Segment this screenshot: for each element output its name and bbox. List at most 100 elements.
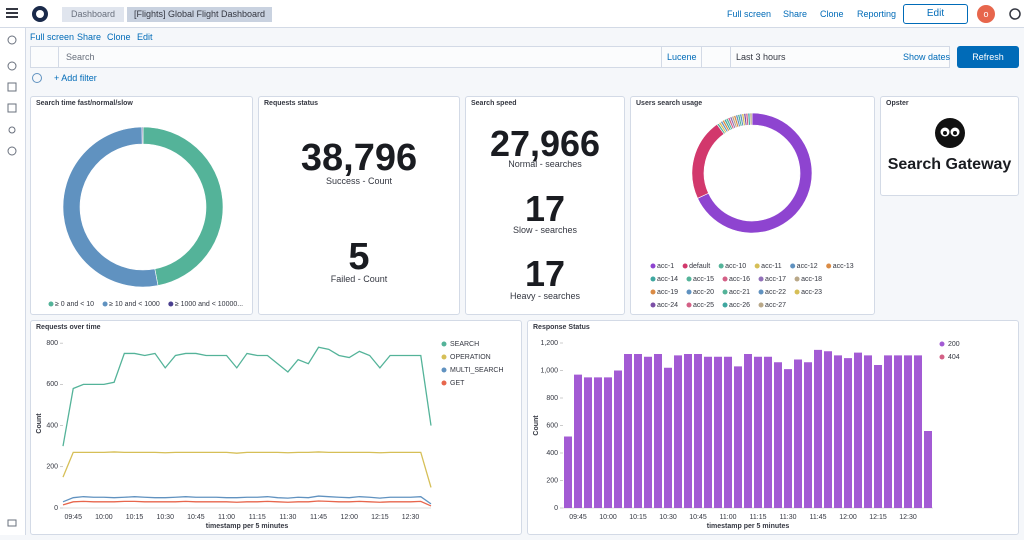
metric-label: Normal - searches <box>508 159 582 169</box>
pie-slice <box>62 126 159 288</box>
show-dates[interactable]: Show dates <box>903 52 951 62</box>
legend-swatch <box>48 301 54 307</box>
bar <box>774 362 782 508</box>
legend-label: acc-23 <box>801 289 822 296</box>
pie-slice <box>142 126 224 286</box>
search-input[interactable]: Search <box>66 52 95 62</box>
legend-swatch <box>794 289 800 295</box>
breadcrumb[interactable]: [Flights] Global Flight Dashboard <box>127 7 272 22</box>
panel-title: Opster <box>886 100 909 107</box>
saved-query[interactable] <box>31 47 59 67</box>
top-link[interactable]: Full screen <box>727 9 772 19</box>
date-picker-icon[interactable] <box>701 47 731 67</box>
legend-swatch <box>441 380 447 386</box>
avatar[interactable]: o <box>977 5 995 23</box>
top-link[interactable]: Share <box>783 9 808 19</box>
pie-slice <box>691 123 725 199</box>
y-axis-label: Count <box>533 415 540 436</box>
legend-swatch <box>441 354 447 360</box>
bar <box>784 369 792 508</box>
metric-value: 38,796 <box>300 137 418 179</box>
legend-swatch <box>441 341 447 347</box>
legend-label: acc-27 <box>765 302 786 309</box>
legend-label: ≥ 10 and < 1000 <box>109 301 160 308</box>
line-series <box>62 495 432 505</box>
x-tick-label: 11:30 <box>780 514 797 521</box>
y-tick-label: 1,000 <box>540 367 558 374</box>
y-tick-label: 600 <box>546 422 558 429</box>
line-chart: 0 200 400 600 800 09:45 10:00 10:15 10:30 10:45 11… <box>36 340 504 530</box>
legend-label: default <box>689 263 710 270</box>
x-tick-label: 10:30 <box>659 514 677 521</box>
edit-label: Edit <box>926 8 945 19</box>
bar <box>634 354 642 508</box>
pie-slice <box>749 112 753 126</box>
language-toggle[interactable]: Lucene <box>661 47 699 67</box>
toolbar-link[interactable]: Clone <box>107 32 131 42</box>
help-icon[interactable] <box>1009 8 1021 20</box>
top-link[interactable]: Clone <box>820 9 844 19</box>
legend-swatch <box>939 354 945 360</box>
legend-label: SEARCH <box>450 341 479 348</box>
metric-label: Success - Count <box>325 176 393 186</box>
legend-label: acc-20 <box>693 289 714 296</box>
language: Lucene <box>667 52 697 62</box>
legend-label: acc-11 <box>761 263 782 270</box>
logo[interactable] <box>31 5 49 23</box>
top-bar: Dashboard [Flights] Global Flight Dashbo… <box>0 0 1024 28</box>
opster-text: Search Gateway <box>887 156 1012 173</box>
top-link[interactable]: Reporting <box>857 9 897 19</box>
x-tick-label: 11:30 <box>279 514 296 521</box>
legend-label: acc-25 <box>693 302 714 309</box>
legend-label: ≥ 1000 and < 10000... <box>175 301 243 308</box>
x-tick-label: 11:00 <box>720 514 737 521</box>
legend-label: 404 <box>948 354 960 361</box>
edit-button[interactable]: Edit <box>903 4 968 24</box>
metric-value: 17 <box>524 188 566 229</box>
panel: Search speed 27,966 Normal - searches 17… <box>465 96 625 315</box>
refresh-button[interactable]: Refresh <box>957 46 1019 68</box>
legend-swatch <box>758 276 764 282</box>
x-tick-label: 12:15 <box>869 514 887 521</box>
bar <box>564 436 572 508</box>
line-series <box>62 346 432 447</box>
x-axis-label: timestamp per 5 minutes <box>206 523 289 530</box>
toolbar-link[interactable]: Edit <box>137 32 153 42</box>
legend-label: GET <box>450 380 465 387</box>
panel: Opster Search Gateway <box>880 96 1019 196</box>
legend-swatch <box>758 302 764 308</box>
bar <box>874 365 882 508</box>
donut-chart: acc-1 default acc-10 acc-11 acc-12 acc-13 acc-… <box>650 112 854 309</box>
bar <box>754 356 762 508</box>
x-tick-label: 12:00 <box>839 514 857 521</box>
x-tick-label: 10:00 <box>599 514 617 521</box>
x-tick-label: 12:30 <box>899 514 917 521</box>
bar <box>824 351 832 508</box>
legend-label: acc-17 <box>765 276 786 283</box>
legend-swatch <box>686 276 692 282</box>
bar <box>854 352 862 508</box>
filter-icon[interactable] <box>31 72 43 84</box>
side-icons[interactable] <box>0 28 26 535</box>
toolbar-link[interactable]: Share <box>77 32 102 42</box>
menu-icon[interactable] <box>6 8 18 18</box>
y-tick-label: 200 <box>546 477 558 484</box>
pie-slice <box>141 126 144 145</box>
bar <box>704 356 712 508</box>
toolbar-link[interactable]: Full screen <box>30 32 75 42</box>
x-tick-label: 10:15 <box>126 514 144 521</box>
legend-label: ≥ 0 and < 10 <box>55 301 94 308</box>
bar <box>844 358 852 508</box>
legend-label: acc-19 <box>657 289 678 296</box>
line-series <box>62 451 432 488</box>
legend-swatch <box>650 263 656 269</box>
bar <box>694 354 702 508</box>
time-range[interactable]: Last 3 hours <box>736 52 786 62</box>
line-series <box>62 500 432 507</box>
add-filter[interactable]: + Add filter <box>54 73 97 83</box>
breadcrumb[interactable]: Dashboard <box>62 7 124 22</box>
bar <box>744 354 752 508</box>
y-tick-label: 1,200 <box>540 340 558 347</box>
y-tick-label: 800 <box>546 395 558 402</box>
metric-label: Heavy - searches <box>509 291 581 301</box>
